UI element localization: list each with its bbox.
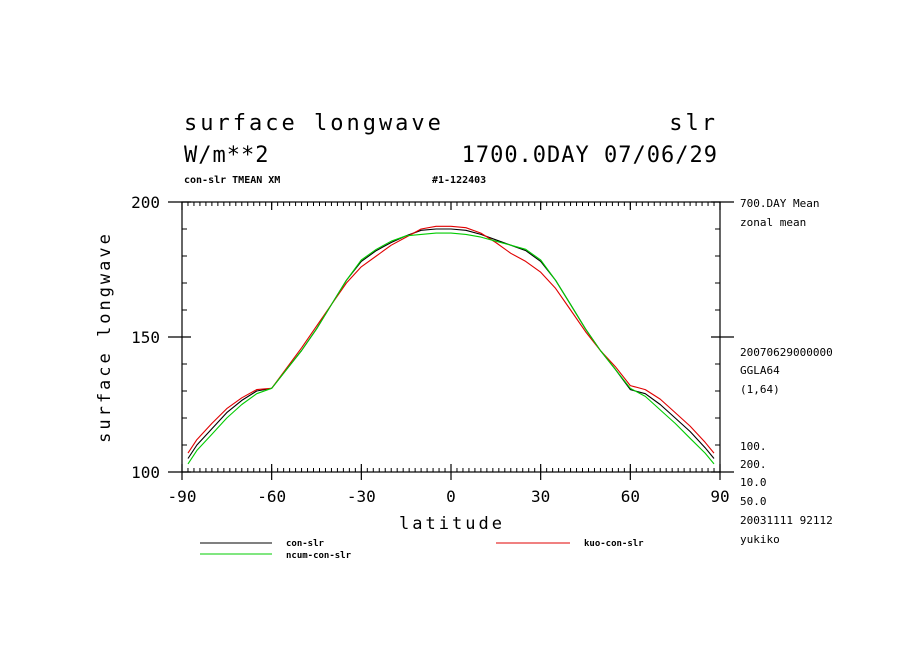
variable-name: slr xyxy=(669,111,718,136)
series-group xyxy=(187,225,715,465)
side-info-line: 700.DAY Mean xyxy=(740,197,819,210)
x-tick-label: 60 xyxy=(621,487,640,506)
legend-label-ncum-con-slr: ncum-con-slr xyxy=(286,551,352,561)
side-info-line: 20070629000000 xyxy=(740,346,833,359)
side-info-line: 10.0 xyxy=(740,476,767,489)
side-info-line: 20031111 92112 xyxy=(740,514,833,527)
series-line-kuo-con-slr xyxy=(187,225,715,454)
plot-frame xyxy=(181,201,721,473)
run-id-label: #1-122403 xyxy=(432,175,486,186)
axes: -90 -60 -30 0 30 60 90 100 150 200 xyxy=(131,193,734,506)
side-info-line: yukiko xyxy=(740,533,780,546)
legend-label-con-slr: con-slr xyxy=(286,539,325,549)
x-tick-label: -30 xyxy=(347,487,376,506)
x-tick-label: 90 xyxy=(710,487,729,506)
y-tick-label: 100 xyxy=(131,463,160,482)
y-tick-label: 200 xyxy=(131,193,160,212)
units-label: W/m**2 xyxy=(184,143,269,168)
y-tick-label: 150 xyxy=(131,328,160,347)
side-info-line: (1,64) xyxy=(740,383,780,396)
x-tick-label: 0 xyxy=(446,487,456,506)
side-info-line: 100. xyxy=(740,440,767,453)
y-axis-label: surface longwave xyxy=(95,231,115,443)
side-info-line: GGLA64 xyxy=(740,364,780,377)
series-line-ncum-con-slr xyxy=(187,232,715,465)
side-info-line: zonal mean xyxy=(740,216,806,229)
legend-label-kuo-con-slr: kuo-con-slr xyxy=(584,539,644,549)
x-tick-label: 30 xyxy=(531,487,550,506)
series-line-con-slr xyxy=(187,228,715,459)
x-tick-label: -60 xyxy=(257,487,286,506)
side-info-line: 50.0 xyxy=(740,495,767,508)
side-info: 700.DAY Mean zonal mean 20070629000000 G… xyxy=(740,197,833,546)
side-info-line: 200. xyxy=(740,458,767,471)
chart-title: surface longwave xyxy=(184,111,444,136)
run-info-label: con-slr TMEAN XM xyxy=(184,175,280,186)
x-tick-label: -90 xyxy=(168,487,197,506)
time-label: 1700.0DAY 07/06/29 xyxy=(462,143,718,168)
x-axis-label: latitude xyxy=(399,514,505,534)
legend: con-slr kuo-con-slr ncum-con-slr xyxy=(200,539,644,561)
